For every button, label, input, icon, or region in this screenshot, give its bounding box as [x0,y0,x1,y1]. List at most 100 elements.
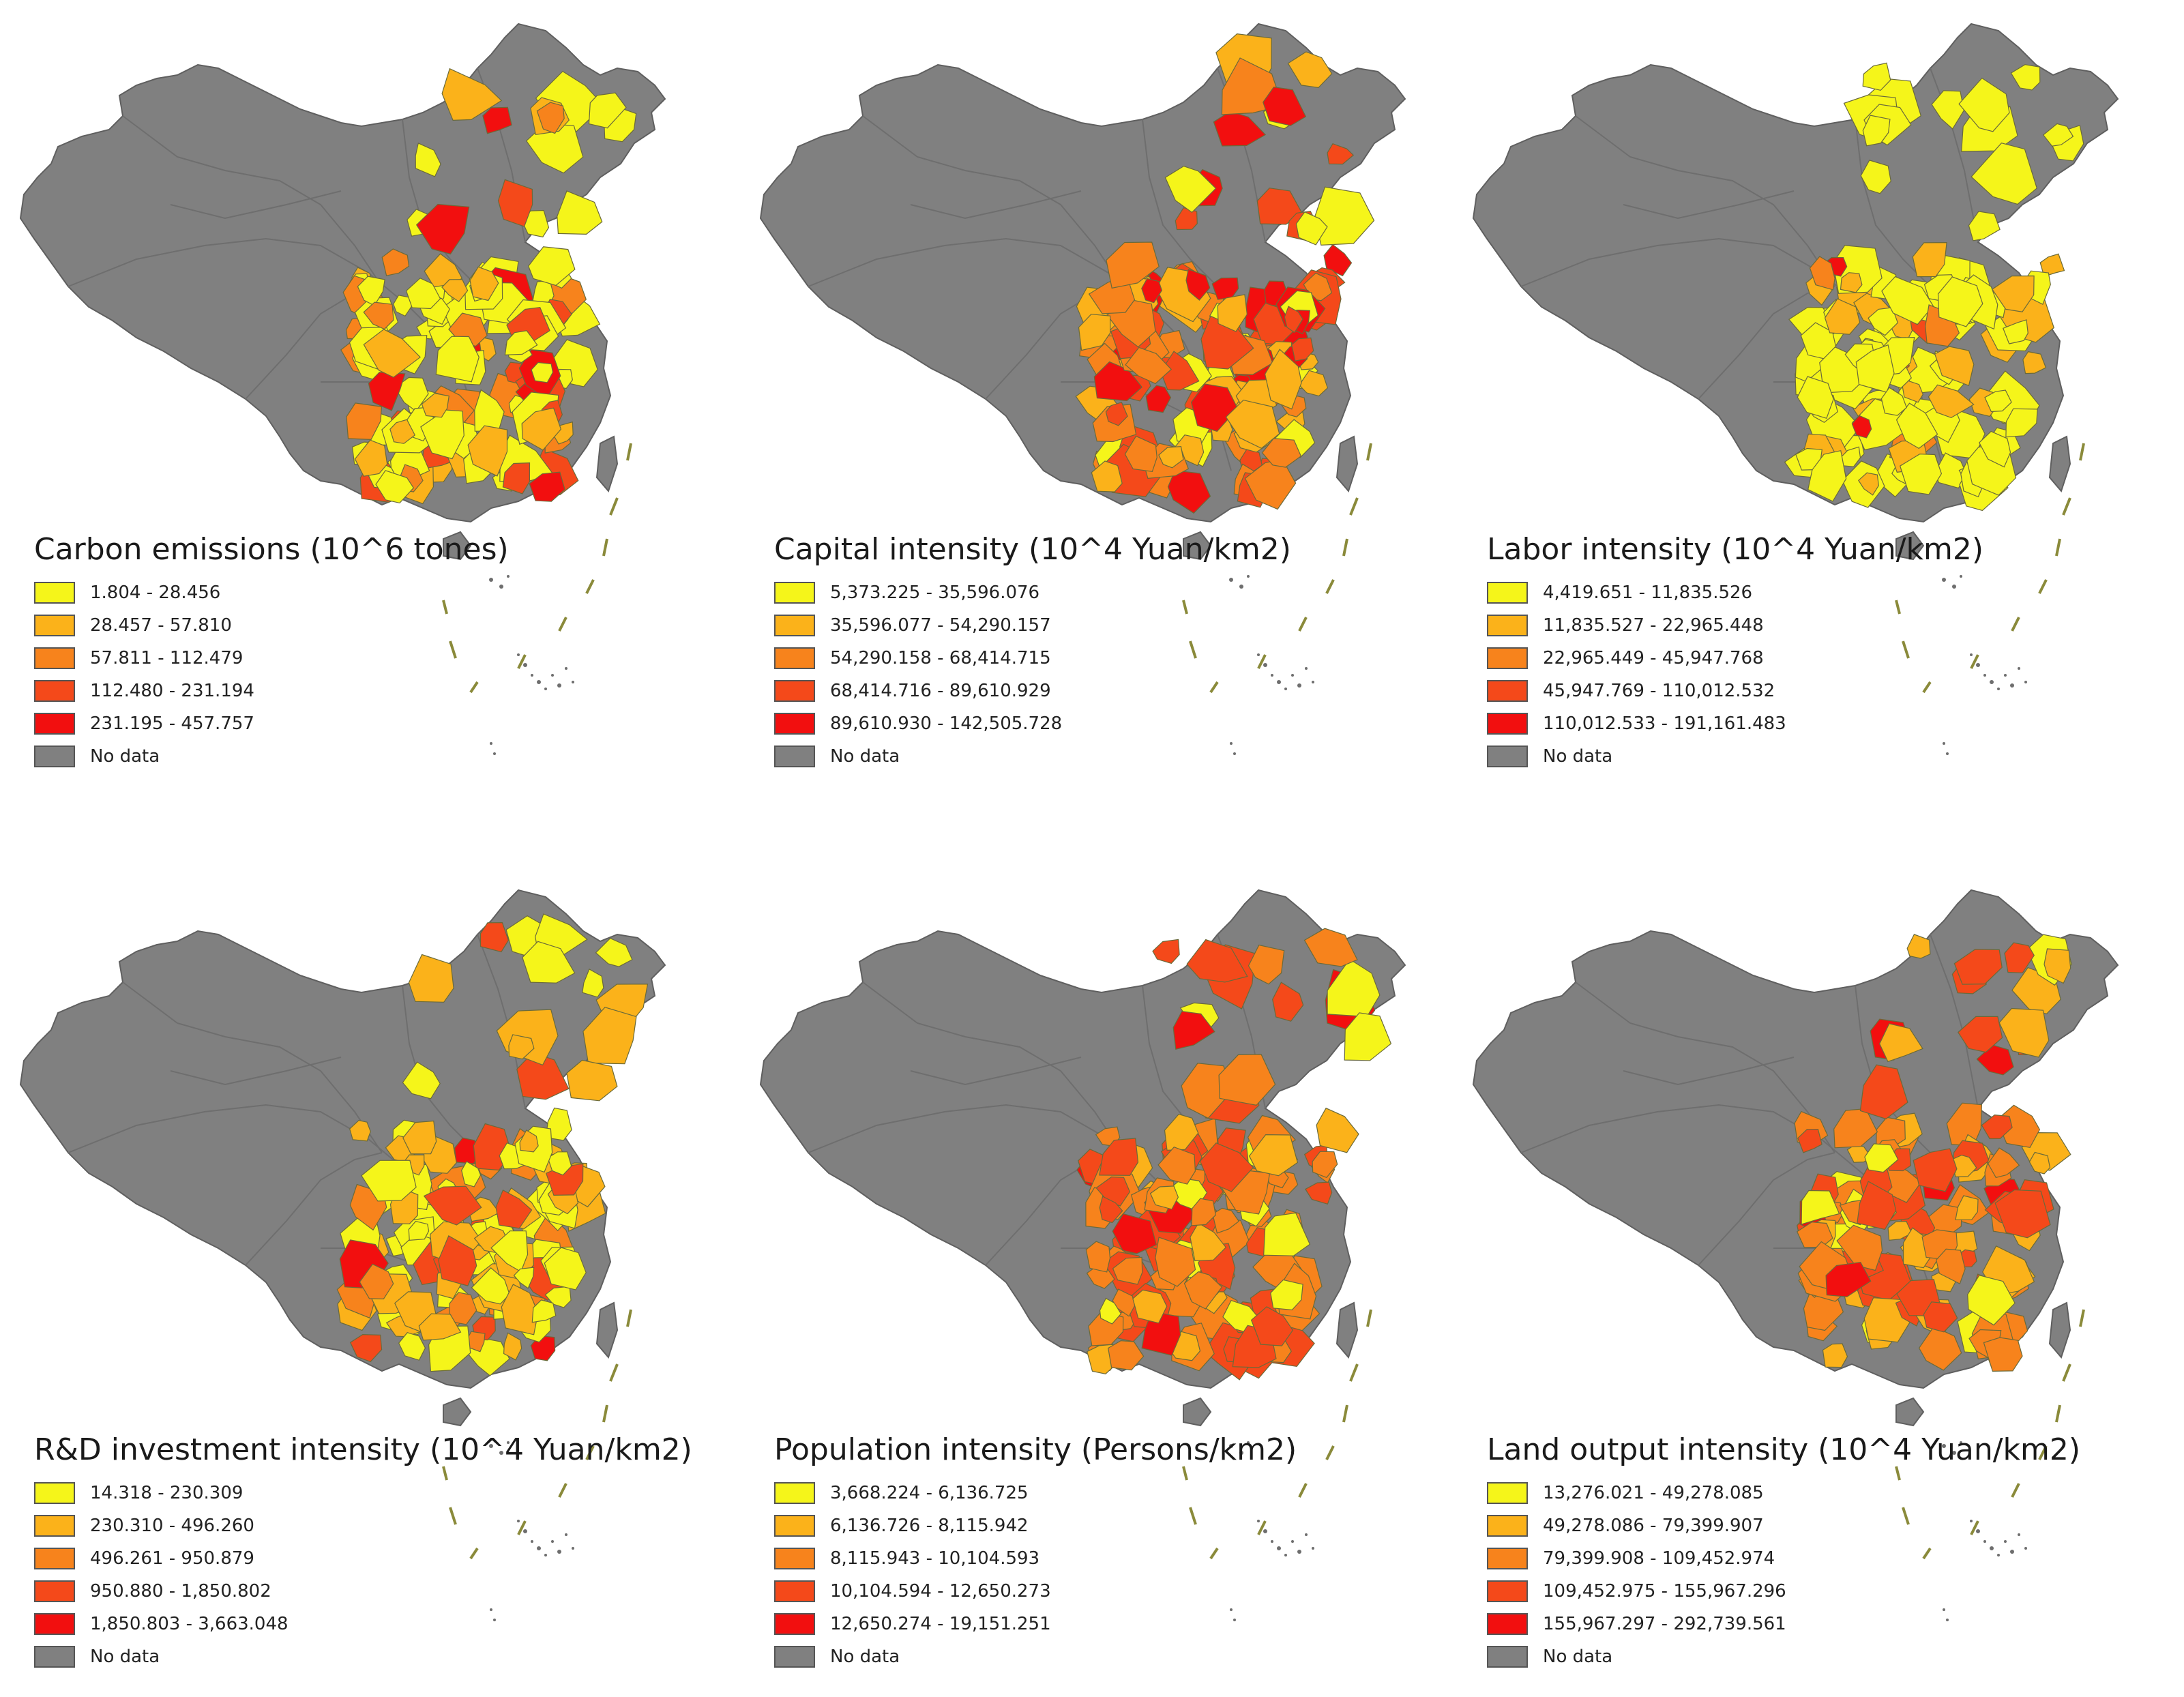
prefecture-region [1928,384,1975,419]
prefecture-region [349,1120,371,1142]
legend-item: 57.811 - 112.479 [34,642,509,675]
legend-label: No data [1543,1647,1613,1667]
prefecture-region [529,471,565,502]
prefecture-region [1190,1222,1227,1262]
legend-label: 3,668.224 - 6,136.725 [830,1483,1029,1503]
legend-swatch [34,1548,75,1569]
legend-item: No data [34,1640,692,1673]
prefecture-region [1112,1256,1143,1285]
prefecture-region [1152,939,1180,964]
legend-swatch [774,582,815,604]
prefecture-region [471,1267,510,1305]
legend-item: 3,668.224 - 6,136.725 [774,1477,1297,1509]
legend-item: 155,967.297 - 292,739.561 [1487,1608,2080,1640]
prefecture-region [1248,1134,1299,1177]
prefecture-region [1895,402,1938,449]
prefecture-region [2022,351,2047,374]
legend-item: 45,947.769 - 110,012.532 [1487,675,1983,707]
prefecture-region [544,1247,587,1290]
prefecture-region [1145,385,1172,413]
legend-swatch [774,713,815,735]
legend-title: Labor intensity (10^4 Yuan/km2) [1487,532,1984,567]
prefecture-region [525,123,584,174]
legend-swatch [774,1515,815,1537]
prefecture-region [1191,1198,1216,1226]
prefecture-region [375,470,415,504]
prefecture-region [1217,294,1248,332]
legend-swatch [1487,713,1528,735]
legend-swatch [774,746,815,767]
prefecture-region [1105,402,1128,426]
legend-swatch [1487,680,1528,702]
legend-item: 13,276.021 - 49,278.085 [1487,1477,2080,1509]
prefecture-region [1287,51,1333,89]
legend-label: 79,399.908 - 109,452.974 [1543,1548,1775,1569]
legend-swatch [1487,1646,1528,1668]
legend-item: 68,414.716 - 89,610.929 [774,675,1291,707]
prefecture-region [1862,62,1891,91]
prefecture-region [1263,1212,1311,1256]
prefecture-region [1880,387,1908,416]
legend-label: 12,650.274 - 19,151.251 [830,1614,1051,1634]
prefecture-region [418,1313,462,1341]
legend-item: 110,012.533 - 191,161.483 [1487,707,1983,740]
map-panel-land-output-intensity: Land output intensity (10^4 Yuan/km2) 13… [1453,866,2176,1692]
legend-label: 950.880 - 1,850.802 [90,1581,271,1602]
prefecture-region [1987,1147,2020,1179]
prefecture-region [1091,460,1123,492]
prefecture-region [408,954,454,1003]
prefecture-region [1186,939,1248,983]
prefecture-region [1112,1288,1136,1317]
prefecture-region [1099,1138,1139,1176]
prefecture-region [2039,253,2065,277]
legend-swatch [34,713,75,735]
legend-label: 8,115.943 - 10,104.593 [830,1548,1040,1569]
prefecture-region [1256,188,1303,225]
legend-label: 110,012.533 - 191,161.483 [1543,713,1786,734]
prefecture-region [528,246,576,286]
legend-swatch [34,1515,75,1537]
prefecture-region [522,941,576,984]
legend-title: Population intensity (Persons/km2) [774,1432,1297,1467]
legend-swatch [34,1613,75,1635]
prefecture-region [1099,1297,1122,1325]
legend-swatch [34,647,75,669]
prefecture-region [363,329,422,378]
prefecture-region [1078,314,1111,351]
prefecture-region [588,92,627,129]
legend-swatch [1487,1548,1528,1569]
prefecture-region [1946,1102,1983,1147]
legend-swatch [774,1580,815,1602]
prefecture-region [1931,90,1965,130]
prefecture-region [467,425,508,477]
prefecture-region [1124,435,1157,472]
prefecture-region [1272,982,1304,1022]
legend: Capital intensity (10^4 Yuan/km2) 5,373.… [774,532,1291,773]
region-overlay [1794,934,2072,1372]
prefecture-region [398,1332,426,1361]
prefecture-region [1327,958,1381,1018]
legend-swatch [1487,1613,1528,1635]
legend-item: 10,104.594 - 12,650.273 [774,1575,1297,1608]
prefecture-region [346,402,383,441]
prefecture-region [349,1333,383,1363]
region-overlay [336,913,649,1376]
prefecture-region [1175,207,1198,231]
prefecture-region [1085,1241,1111,1273]
prefecture-region [1881,276,1934,325]
map-panel-rd-investment-intensity: R&D investment intensity (10^4 Yuan/km2)… [0,866,723,1692]
prefecture-region [415,203,470,255]
prefecture-region [1270,1279,1303,1311]
prefecture-region [1913,1148,1958,1192]
prefecture-region [1953,949,2003,985]
prefecture-region [1225,399,1280,449]
prefecture-region [2005,408,2038,438]
legend-swatch [34,1646,75,1668]
legend-label: 496.261 - 950.879 [90,1548,254,1569]
prefecture-region [1981,1114,2013,1140]
legend-item: 230.310 - 496.260 [34,1509,692,1542]
prefecture-region [1937,276,1983,327]
legend-swatch [774,1646,815,1668]
prefecture-region [1797,376,1834,419]
prefecture-region [1164,165,1217,213]
